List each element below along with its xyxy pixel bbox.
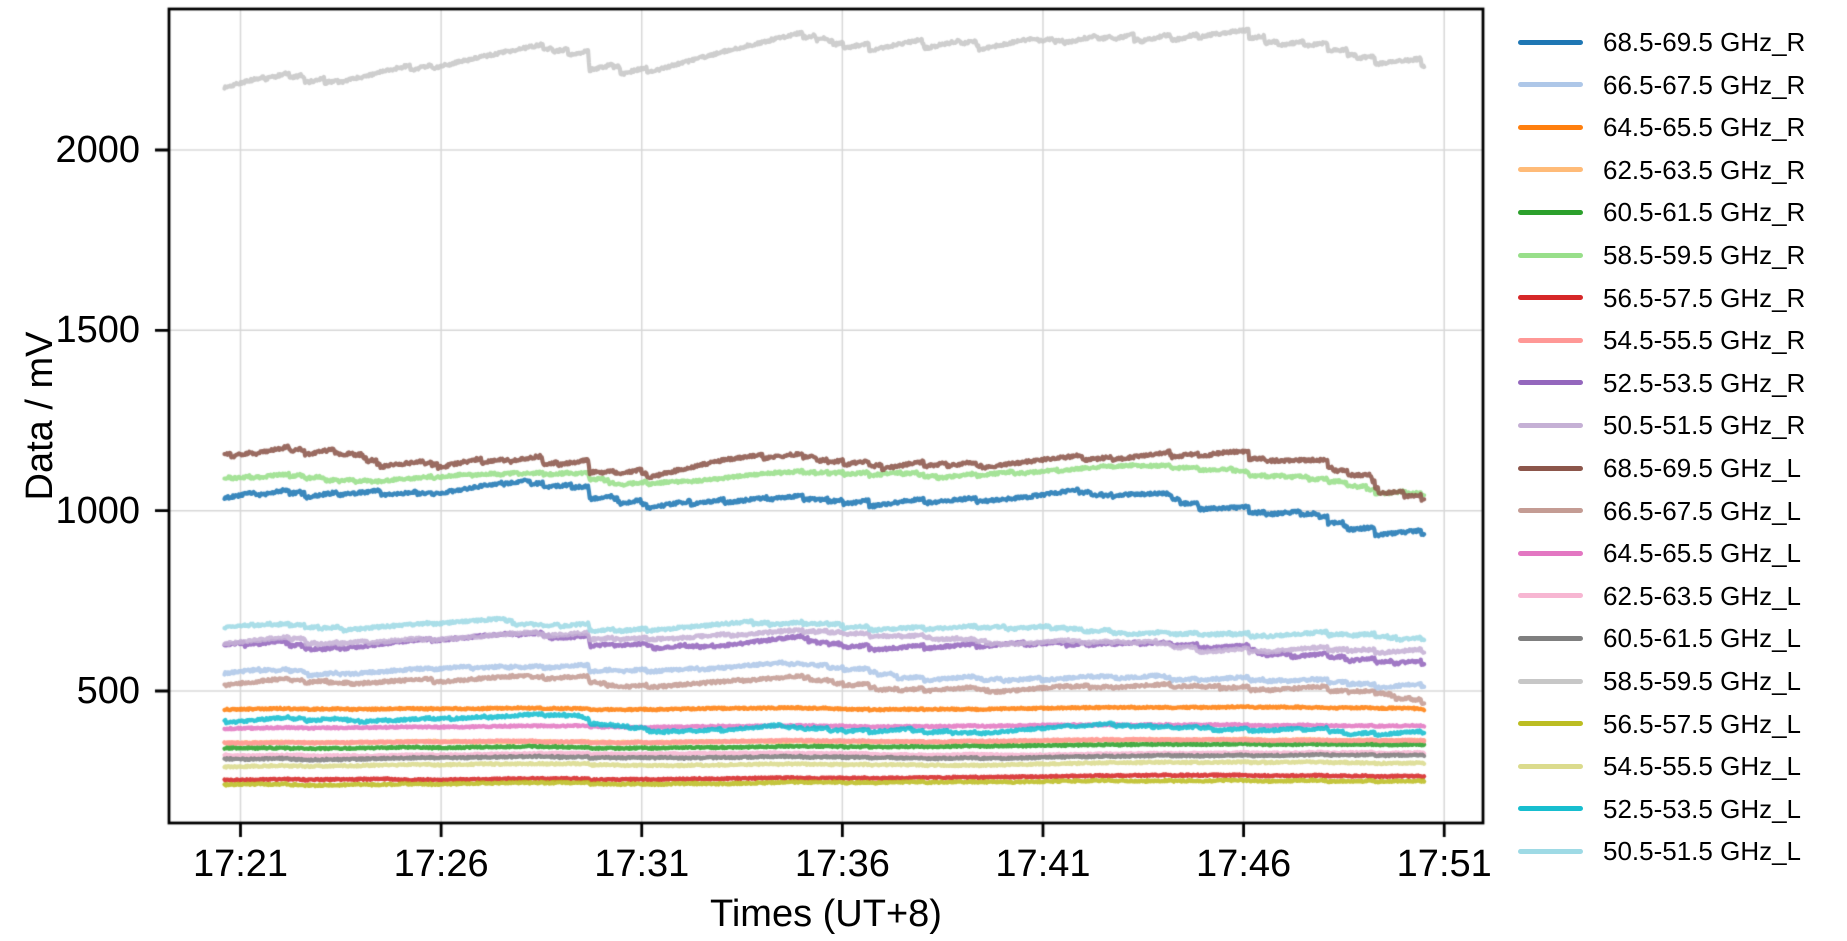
x-axis-label: Times (UT+8) — [710, 893, 942, 935]
x-tick-label: 17:51 — [1396, 843, 1492, 885]
y-axis-label: Data / mV — [19, 331, 61, 501]
y-tick-label: 500 — [76, 670, 140, 712]
y-tick-label: 1000 — [55, 489, 140, 532]
x-tick-label: 17:46 — [1196, 843, 1292, 885]
y-tick-label: 1500 — [55, 309, 140, 352]
x-tick-label: 17:36 — [794, 843, 890, 885]
x-tick-label: 17:41 — [995, 843, 1091, 885]
y-tick-label: 2000 — [55, 128, 140, 171]
x-tick-label: 17:31 — [594, 843, 690, 885]
x-tick-label: 17:21 — [192, 843, 289, 885]
x-tick-label: 17:26 — [393, 843, 489, 885]
